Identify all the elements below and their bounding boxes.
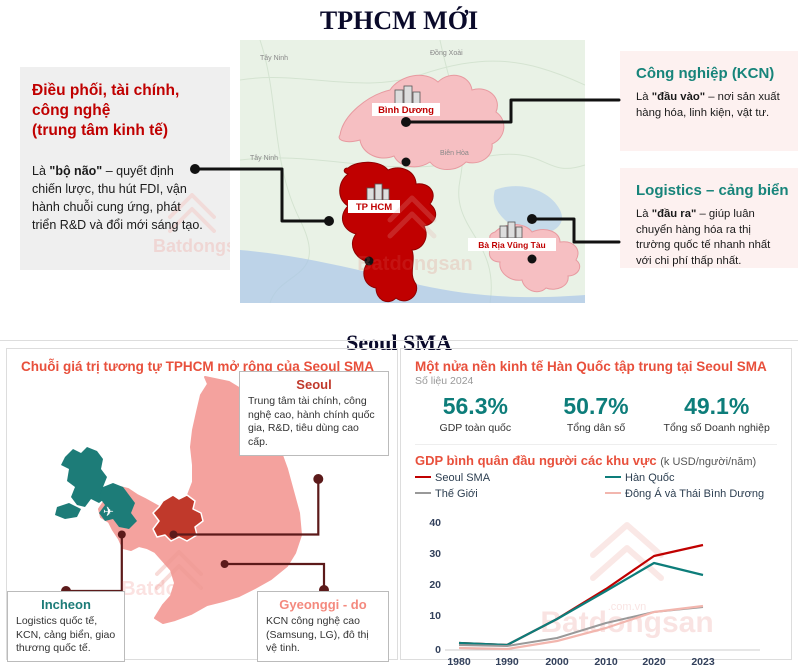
svg-text:2000: 2000 [545,656,569,666]
svg-text:40: 40 [429,517,441,529]
svg-text:Batdongsan: Batdongsan [121,578,237,600]
svg-text:Đồng Xoài: Đồng Xoài [430,48,463,57]
svg-text:1990: 1990 [495,656,519,666]
svg-text:10: 10 [429,610,441,622]
svg-text:Bình Dương: Bình Dương [378,105,434,116]
svg-text:✈: ✈ [103,504,114,519]
svg-text:Tây Ninh: Tây Ninh [250,155,278,162]
svg-text:2023: 2023 [691,656,715,666]
svg-text:1980: 1980 [447,656,471,666]
svg-text:Biên Hòa: Biên Hòa [440,150,469,157]
svg-text:Batdongsan: Batdongsan [540,606,713,639]
svg-text:Tây Ninh: Tây Ninh [260,55,288,62]
svg-text:0: 0 [435,644,441,656]
svg-text:Batdongsan: Batdongsan [153,236,230,256]
svg-text:2010: 2010 [594,656,618,666]
svg-text:TP HCM: TP HCM [356,202,392,213]
svg-text:30: 30 [429,548,441,560]
svg-text:Batdongsan: Batdongsan [357,253,473,275]
svg-text:20: 20 [429,579,441,591]
svg-text:2020: 2020 [642,656,666,666]
svg-text:Bà Rịa Vũng Tàu: Bà Rịa Vũng Tàu [478,240,546,250]
